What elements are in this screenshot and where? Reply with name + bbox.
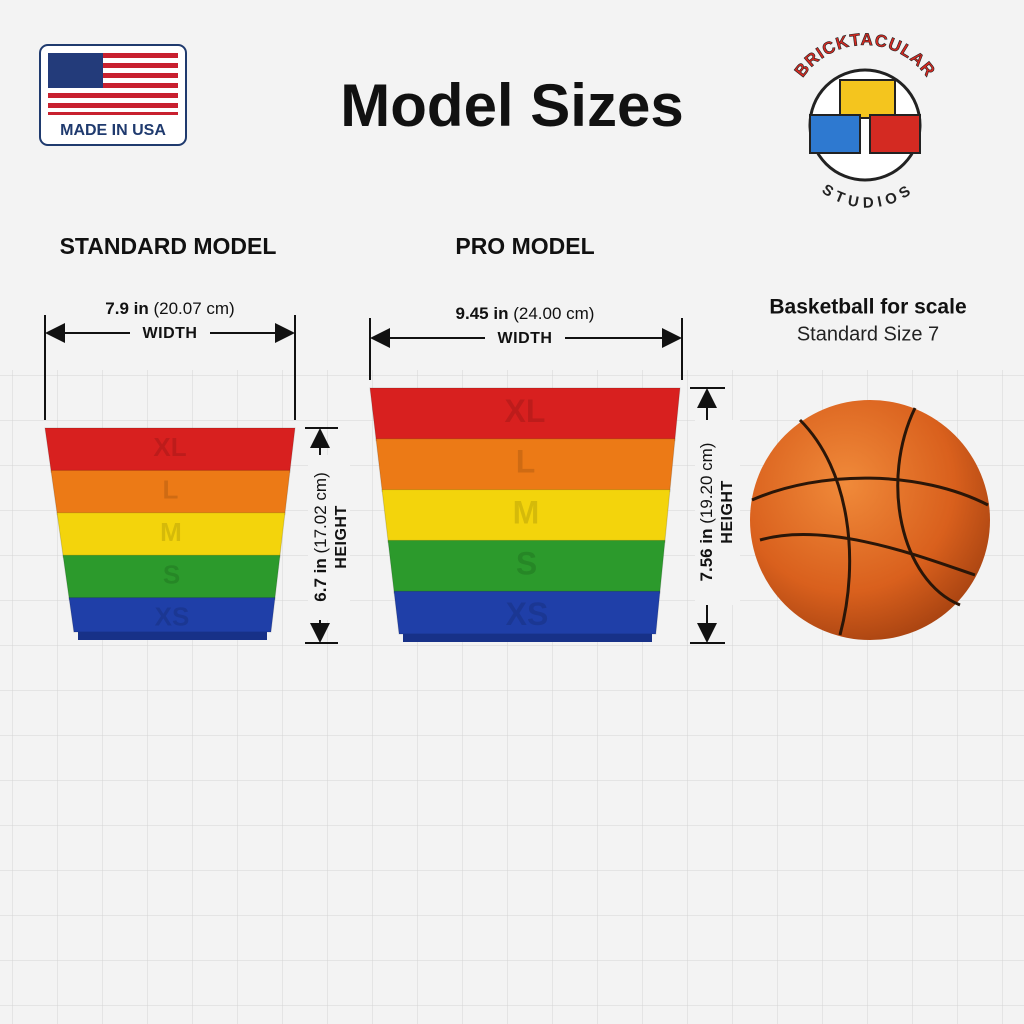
height-inches: 6.7 in — [311, 558, 330, 601]
standard-height-dimension: 6.7 in (17.02 cm) HEIGHT — [305, 427, 350, 644]
width-cm: (20.07 cm) — [153, 299, 234, 318]
svg-text:7.56 in (19.20 cm): 7.56 in (19.20 cm) — [697, 443, 716, 582]
layer-label: L — [163, 474, 179, 504]
pro-height-dimension: 7.56 in (19.20 cm) HEIGHT — [690, 387, 740, 644]
width-cm: (24.00 cm) — [513, 304, 594, 323]
svg-text:6.7 in (17.02 cm): 6.7 in (17.02 cm) — [311, 472, 330, 601]
layer-label: S — [516, 545, 537, 581]
svg-text:7.9 in (20.07 cm): 7.9 in (20.07 cm) — [105, 299, 234, 318]
made-in-usa-badge: MADE IN USA — [39, 44, 187, 146]
logo-bottom-text: STUDIOS — [819, 181, 913, 212]
scale-subtitle: Standard Size 7 — [797, 323, 939, 345]
height-cm: (19.20 cm) — [697, 443, 716, 524]
standard-width-dimension: 7.9 in (20.07 cm) WIDTH — [44, 299, 296, 420]
page-title: Model Sizes — [340, 72, 683, 139]
scale-title: Basketball for scale — [769, 296, 966, 319]
height-label: HEIGHT — [333, 505, 350, 568]
studio-logo: BRICKTACULAR STUDIOS — [790, 30, 938, 212]
badge-text: MADE IN USA — [60, 122, 166, 139]
bucket-layer — [393, 590, 661, 635]
layer-label: XS — [155, 602, 190, 632]
bucket-foot — [403, 634, 652, 642]
layer-label: XL — [505, 393, 546, 429]
height-cm: (17.02 cm) — [311, 472, 330, 553]
layer-label: XL — [153, 432, 186, 462]
layer-label: M — [513, 494, 540, 530]
layer-label: M — [160, 517, 182, 547]
svg-text:9.45 in (24.00 cm): 9.45 in (24.00 cm) — [456, 304, 595, 323]
height-inches: 7.56 in — [697, 529, 716, 582]
basketball — [750, 400, 990, 640]
svg-text:STUDIOS: STUDIOS — [819, 181, 916, 212]
layer-label: L — [516, 444, 536, 480]
layer-label: XS — [506, 596, 549, 632]
bucket-layer — [68, 597, 276, 633]
pro-width-dimension: 9.45 in (24.00 cm) WIDTH — [369, 304, 683, 380]
model-name: STANDARD MODEL — [60, 233, 277, 259]
layer-label: S — [163, 559, 180, 589]
model-name: PRO MODEL — [455, 233, 594, 259]
width-inches: 9.45 in — [456, 304, 509, 323]
width-inches: 7.9 in — [105, 299, 148, 318]
bucket-foot — [78, 632, 267, 640]
height-label: HEIGHT — [719, 480, 736, 543]
width-label: WIDTH — [498, 330, 553, 347]
width-label: WIDTH — [143, 325, 198, 342]
